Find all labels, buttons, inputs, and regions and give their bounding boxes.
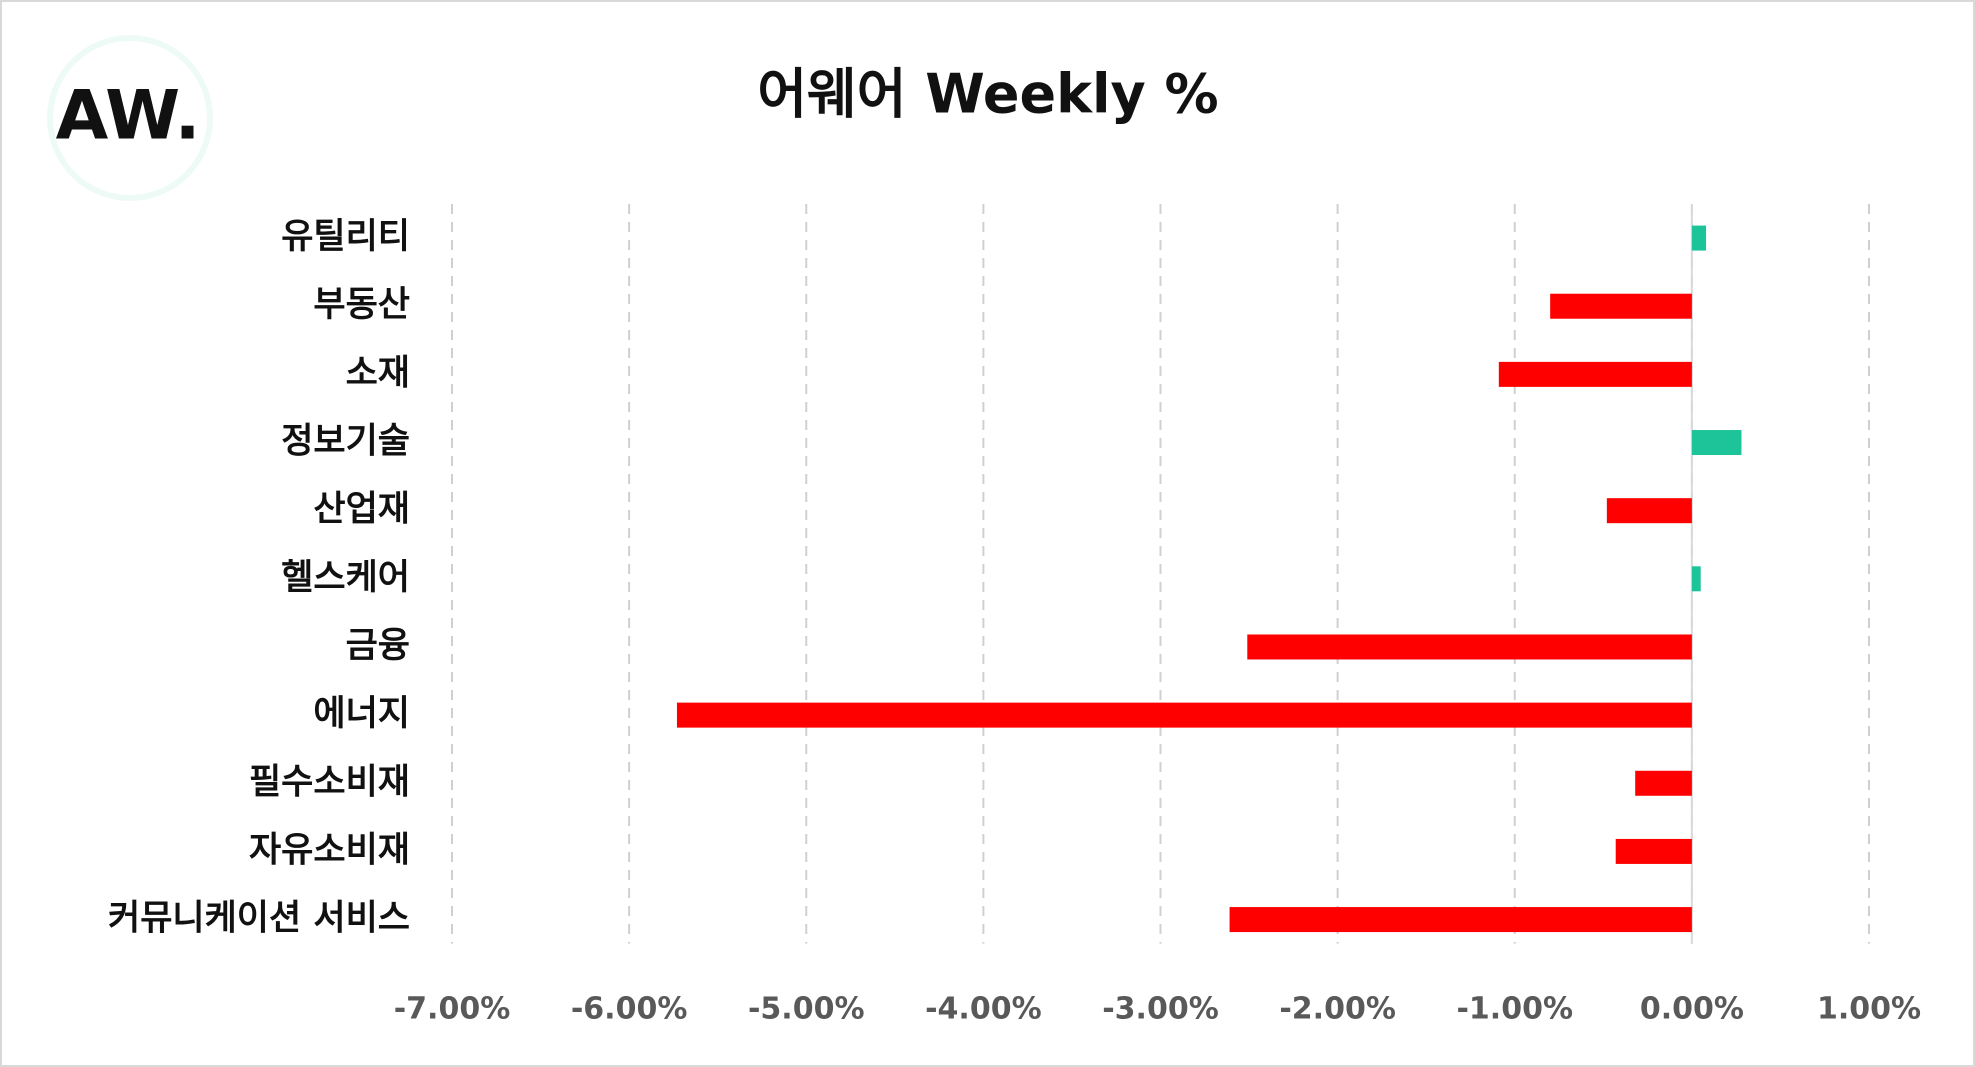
y-tick-label: 필수소비재 [249, 762, 410, 802]
x-tick-label: -5.00% [748, 992, 865, 1027]
x-tick-label: -1.00% [1456, 992, 1573, 1027]
logo-badge [47, 35, 213, 201]
y-tick-label: 금융 [346, 626, 410, 666]
bar [1635, 770, 1692, 796]
y-tick-label: 헬스케어 [281, 558, 410, 598]
bar [1229, 907, 1692, 933]
y-tick-label: 유틸리티 [281, 217, 410, 257]
bar [1247, 634, 1692, 660]
bar [1615, 838, 1692, 864]
y-tick-label: 소재 [346, 353, 410, 393]
x-tick-label: -7.00% [394, 992, 511, 1027]
y-tick-label: 커뮤니케이션 서비스 [108, 899, 410, 939]
x-tick-label: -4.00% [925, 992, 1042, 1027]
chart-title: 어웨어 Weekly % [757, 63, 1218, 126]
bar [1691, 566, 1701, 592]
bar [676, 702, 1692, 728]
bar [1691, 430, 1742, 456]
x-tick-label: -6.00% [571, 992, 688, 1027]
y-tick-label: 자유소비재 [249, 830, 410, 870]
bar [1498, 361, 1692, 387]
y-tick-label: 정보기술 [281, 422, 410, 462]
x-tick-label: -2.00% [1279, 992, 1396, 1027]
x-tick-label: 1.00% [1817, 992, 1921, 1027]
bar [1550, 293, 1692, 319]
bar [1691, 225, 1707, 251]
bar [1606, 498, 1692, 524]
y-tick-label: 에너지 [313, 694, 410, 734]
y-tick-label: 부동산 [313, 285, 410, 325]
x-tick-label: -3.00% [1102, 992, 1219, 1027]
y-tick-label: 산업재 [313, 490, 410, 530]
x-tick-label: 0.00% [1640, 992, 1744, 1027]
logo: AW. [56, 77, 201, 156]
